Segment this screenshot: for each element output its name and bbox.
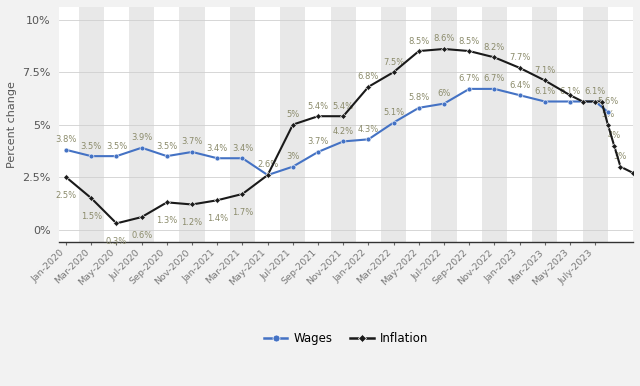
Bar xyxy=(280,7,305,242)
Bar xyxy=(431,7,457,242)
Text: 6%: 6% xyxy=(437,89,451,98)
Text: 6.8%: 6.8% xyxy=(358,72,379,81)
Text: 6.1%: 6.1% xyxy=(534,87,556,96)
Text: 5.4%: 5.4% xyxy=(307,102,328,111)
Text: 1.3%: 1.3% xyxy=(156,216,177,225)
Text: 6.1%: 6.1% xyxy=(559,87,580,96)
Text: 6.7%: 6.7% xyxy=(459,74,480,83)
Bar xyxy=(179,7,205,242)
Bar xyxy=(482,7,507,242)
Text: 3%: 3% xyxy=(286,152,300,161)
Text: 3%: 3% xyxy=(614,152,627,161)
Text: 4.2%: 4.2% xyxy=(333,127,354,136)
Text: 5.1%: 5.1% xyxy=(383,108,404,117)
Text: 1.4%: 1.4% xyxy=(207,214,228,223)
Text: 3.7%: 3.7% xyxy=(181,137,203,146)
Text: 7.1%: 7.1% xyxy=(534,66,556,75)
Bar xyxy=(331,7,356,242)
Text: 3.5%: 3.5% xyxy=(106,142,127,151)
Text: 1.7%: 1.7% xyxy=(232,208,253,217)
Text: 0.3%: 0.3% xyxy=(106,237,127,246)
Text: 5.6%: 5.6% xyxy=(597,97,618,107)
Text: 8.5%: 8.5% xyxy=(459,37,480,46)
Text: 1.2%: 1.2% xyxy=(182,218,203,227)
Text: 5%: 5% xyxy=(286,110,300,119)
Text: 3.9%: 3.9% xyxy=(131,133,152,142)
Bar xyxy=(608,7,633,242)
Y-axis label: Percent change: Percent change xyxy=(7,81,17,168)
Text: 5%: 5% xyxy=(601,110,614,119)
Text: 3.4%: 3.4% xyxy=(232,144,253,153)
Text: 3.7%: 3.7% xyxy=(307,137,329,146)
Text: 5.8%: 5.8% xyxy=(408,93,429,102)
Bar xyxy=(582,7,608,242)
Bar xyxy=(381,7,406,242)
Text: 3.5%: 3.5% xyxy=(81,142,102,151)
Text: 0.6%: 0.6% xyxy=(131,231,152,240)
Text: 3.4%: 3.4% xyxy=(207,144,228,153)
Text: 7.7%: 7.7% xyxy=(509,53,531,62)
Text: 8.6%: 8.6% xyxy=(433,34,455,43)
Bar xyxy=(532,7,557,242)
Text: 5.4%: 5.4% xyxy=(333,102,354,111)
Bar xyxy=(230,7,255,242)
Text: 8.2%: 8.2% xyxy=(484,43,505,52)
Text: 7.5%: 7.5% xyxy=(383,58,404,66)
Text: 6.1%: 6.1% xyxy=(584,87,606,96)
Bar xyxy=(129,7,154,242)
Text: 8.5%: 8.5% xyxy=(408,37,429,46)
Text: 2.5%: 2.5% xyxy=(56,191,77,200)
Text: 6.4%: 6.4% xyxy=(509,81,531,90)
Legend: Wages, Inflation: Wages, Inflation xyxy=(259,327,433,349)
Text: 3.5%: 3.5% xyxy=(156,142,177,151)
Text: 4%: 4% xyxy=(607,131,621,140)
Text: 2.6%: 2.6% xyxy=(257,161,278,169)
Text: 6.7%: 6.7% xyxy=(484,74,505,83)
Bar xyxy=(79,7,104,242)
Text: 3.8%: 3.8% xyxy=(56,135,77,144)
Text: 1.5%: 1.5% xyxy=(81,212,102,221)
Text: 4.3%: 4.3% xyxy=(358,125,379,134)
